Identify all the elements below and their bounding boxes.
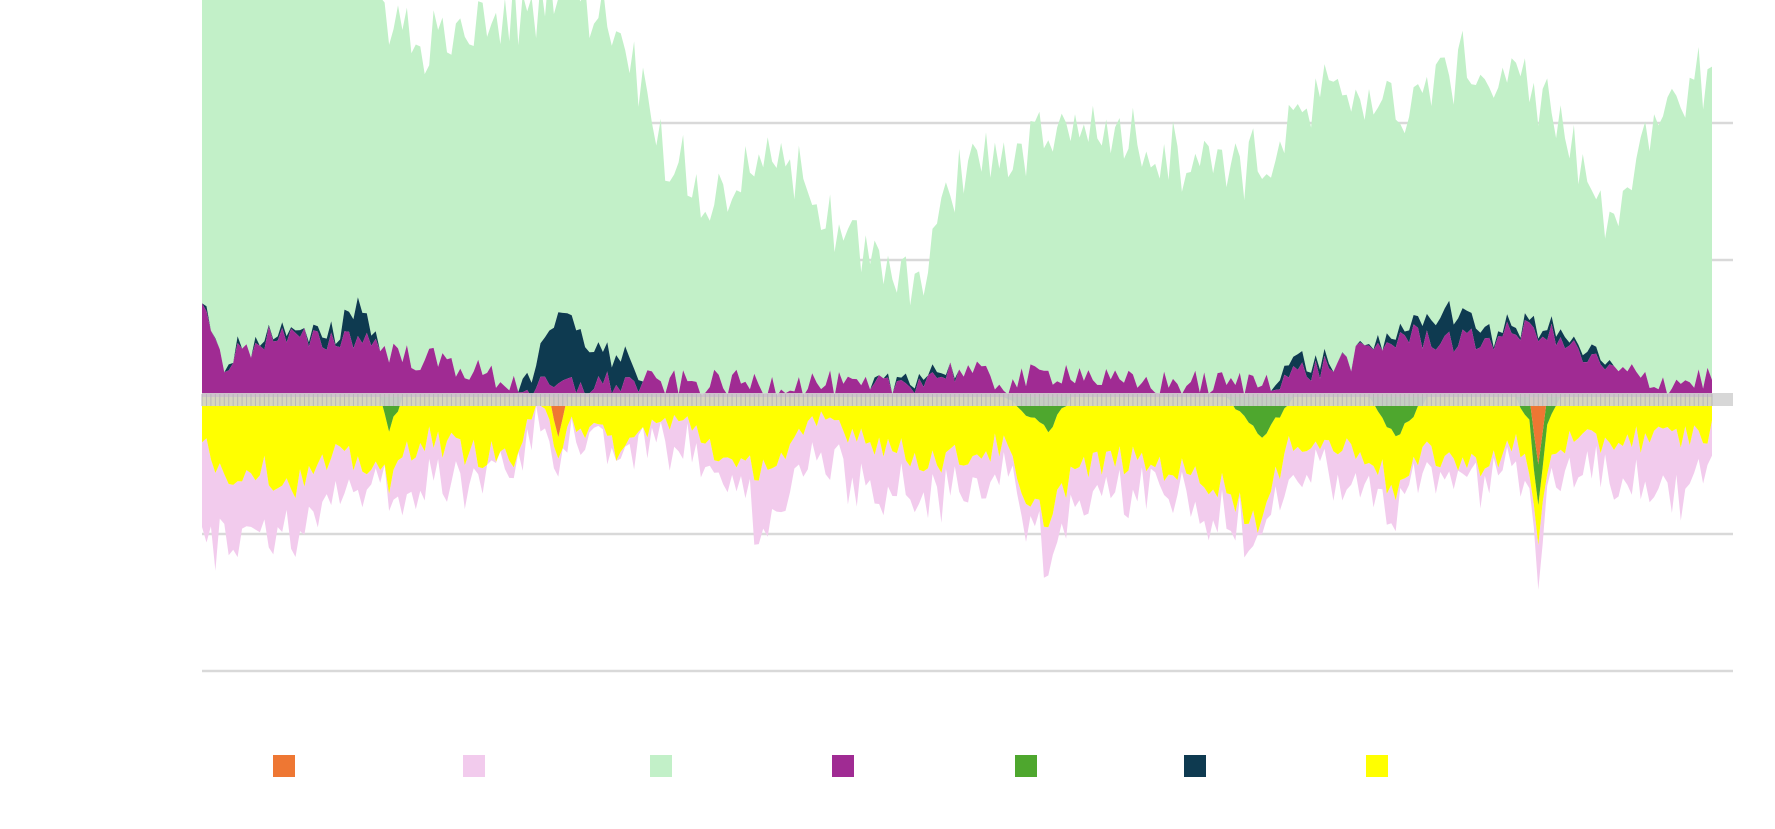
area-series-purple: [202, 303, 1712, 397]
x-axis-band: [202, 393, 1733, 406]
area-series-navy: [202, 297, 1712, 397]
area-series-pink: [202, 405, 1712, 590]
legend: [273, 755, 1388, 777]
legend-swatch-green[interactable]: [1015, 755, 1037, 777]
legend-swatch-purple[interactable]: [832, 755, 854, 777]
legend-swatch-mint[interactable]: [650, 755, 672, 777]
area-series-mint: [202, 0, 1712, 397]
legend-swatch-orange[interactable]: [273, 755, 295, 777]
legend-swatch-pink[interactable]: [463, 755, 485, 777]
legend-swatch-yellow[interactable]: [1366, 755, 1388, 777]
legend-swatch-navy[interactable]: [1184, 755, 1206, 777]
x-axis-ticks: [201, 393, 1733, 406]
plot-areas: [202, 0, 1712, 590]
area-series-yellow: [202, 397, 1712, 545]
